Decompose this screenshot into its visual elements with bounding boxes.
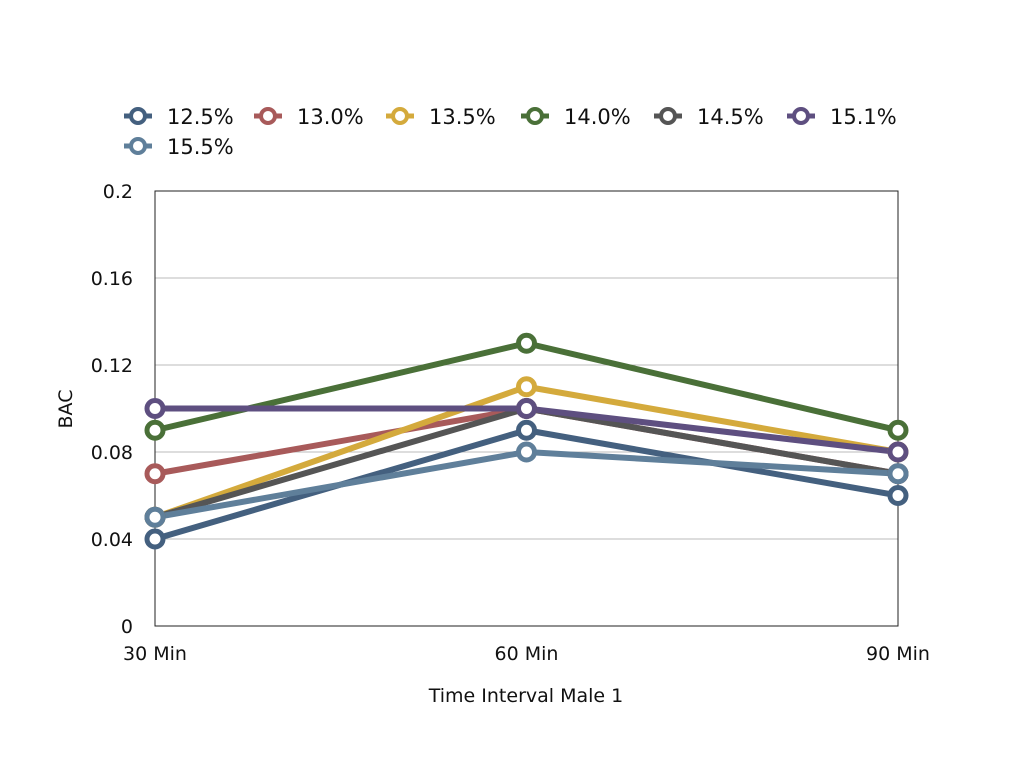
x-axis-ticks: 30 Min 60 Min 90 Min xyxy=(123,643,930,665)
data-point-14.0% xyxy=(887,419,909,441)
legend-marker-icon xyxy=(391,107,409,125)
data-point-15.5% xyxy=(887,463,909,485)
data-point-15.5% xyxy=(516,441,537,463)
data-point-13.0% xyxy=(144,463,166,485)
data-point-15.1% xyxy=(516,398,537,419)
legend-label: 14.0% xyxy=(564,105,631,129)
data-point-15.1% xyxy=(144,398,166,419)
legend-marker-icon xyxy=(129,107,147,125)
legend-marker-icon xyxy=(526,107,544,125)
legend-label: 12.5% xyxy=(167,105,234,129)
y-tick-label: 0.12 xyxy=(91,355,133,377)
series-lines xyxy=(144,332,909,550)
legend-label: 15.1% xyxy=(830,105,897,129)
legend-marker-icon xyxy=(259,107,277,125)
data-point-13.5% xyxy=(516,376,537,398)
y-tick-label: 0.16 xyxy=(91,268,133,290)
data-point-12.5% xyxy=(887,485,909,506)
data-point-12.5% xyxy=(516,419,537,441)
x-tick-label: 90 Min xyxy=(866,643,930,665)
data-point-15.5% xyxy=(144,506,166,528)
y-tick-label: 0.2 xyxy=(103,181,133,203)
y-tick-label: 0 xyxy=(121,616,133,638)
y-tick-label: 0.04 xyxy=(91,529,133,551)
data-point-15.1% xyxy=(887,441,909,463)
legend-label: 14.5% xyxy=(697,105,764,129)
legend-label: 15.5% xyxy=(167,135,234,159)
data-point-14.0% xyxy=(144,419,166,441)
x-tick-label: 30 Min xyxy=(123,643,187,665)
legend-label: 13.5% xyxy=(429,105,496,129)
x-tick-label: 60 Min xyxy=(495,643,559,665)
legend-marker-icon xyxy=(659,107,677,125)
y-axis-label: BAC xyxy=(55,390,77,429)
y-tick-label: 0.08 xyxy=(91,442,133,464)
x-axis-label: Time Interval Male 1 xyxy=(428,685,623,707)
data-point-14.0% xyxy=(516,332,537,354)
legend-marker-icon xyxy=(792,107,810,125)
legend-label: 13.0% xyxy=(297,105,364,129)
legend-marker-icon xyxy=(129,137,147,155)
legend: 12.5% 13.0% 13.5% 14.0% 14.5% 15.1% 15.5% xyxy=(124,105,897,159)
y-axis-ticks: 0 0.04 0.08 0.12 0.16 0.2 xyxy=(91,181,133,638)
data-point-12.5% xyxy=(144,528,166,550)
